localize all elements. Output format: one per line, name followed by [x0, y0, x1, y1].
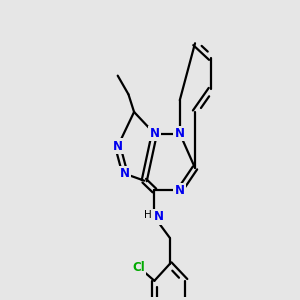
Text: N: N — [120, 167, 130, 180]
Text: Cl: Cl — [132, 260, 145, 274]
Text: H: H — [144, 210, 152, 220]
Text: N: N — [113, 140, 123, 153]
Text: N: N — [175, 184, 185, 197]
Text: N: N — [149, 127, 159, 140]
Text: N: N — [175, 127, 185, 140]
Text: N: N — [154, 211, 164, 224]
